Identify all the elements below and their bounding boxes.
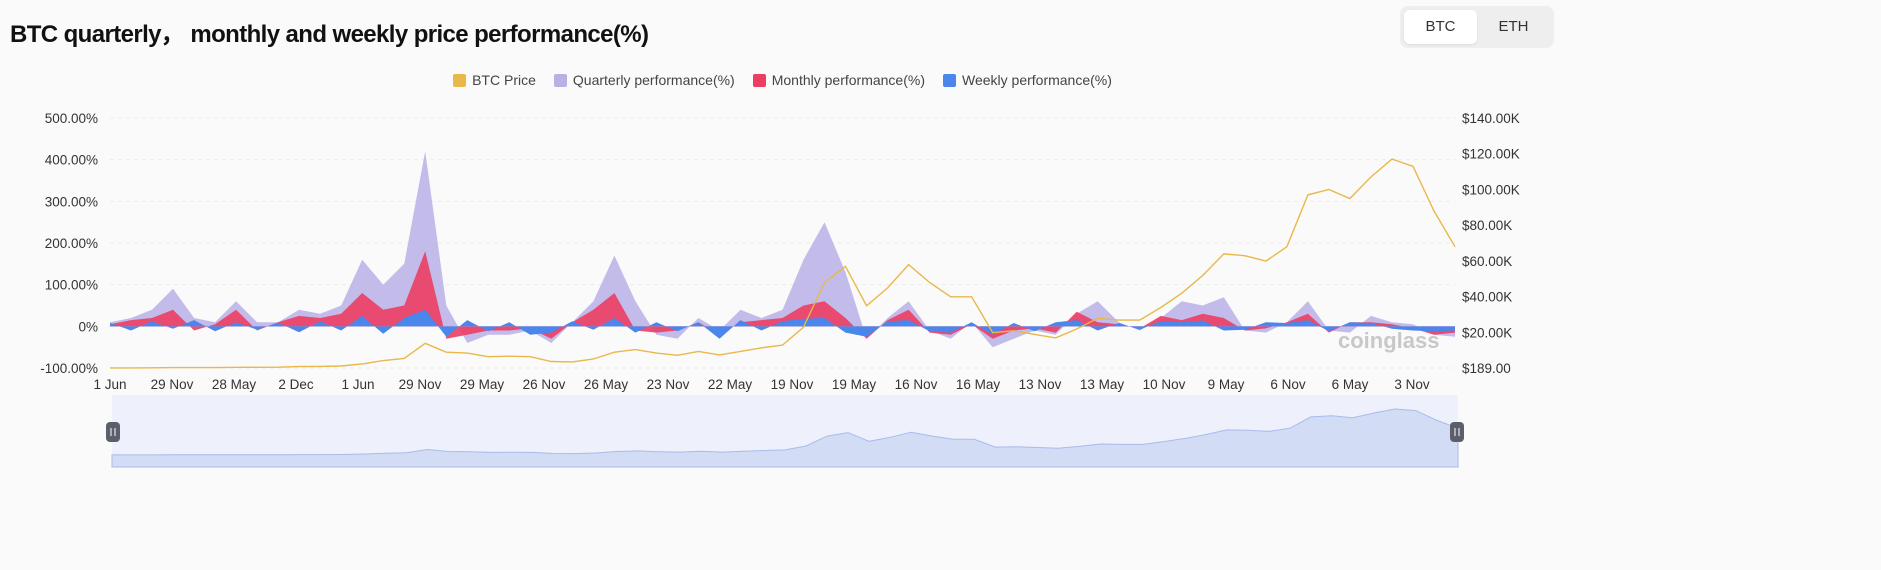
y-right-tick-label: $120.00K [1462, 147, 1520, 162]
navigator-right-handle[interactable] [1450, 422, 1464, 442]
x-tick-label: 22 May [708, 377, 753, 392]
legend-monthly[interactable]: Monthly performance(%) [752, 72, 925, 88]
x-tick-label: 23 Nov [647, 377, 690, 392]
x-tick-label: 29 Nov [399, 377, 442, 392]
page-title: BTC quarterly， monthly and weekly price … [10, 21, 649, 48]
toggle-btc[interactable]: BTC [1404, 10, 1477, 44]
legend-label: Weekly performance(%) [962, 72, 1112, 88]
x-tick-label: 6 May [1332, 377, 1369, 392]
y-left-tick-label: -100.00% [40, 361, 98, 376]
y-right-tick-label: $60.00K [1462, 254, 1512, 269]
legend-weekly[interactable]: Weekly performance(%) [943, 72, 1112, 88]
legend-swatch [553, 73, 567, 87]
x-tick-label: 26 Nov [523, 377, 566, 392]
x-tick-label: 1 Jun [341, 377, 374, 392]
legend-swatch [752, 73, 766, 87]
legend-label: BTC Price [472, 72, 536, 88]
chart-legend: BTC Price Quarterly performance(%) Month… [0, 72, 1565, 88]
y-left-tick-label: 100.00% [45, 278, 98, 293]
x-tick-label: 16 Nov [895, 377, 938, 392]
x-tick-label: 9 May [1208, 377, 1245, 392]
y-left-tick-label: 0% [78, 319, 98, 334]
x-tick-label: 28 May [212, 377, 257, 392]
x-tick-label: 2 Dec [278, 377, 314, 392]
x-tick-label: 26 May [584, 377, 629, 392]
navigator-left-handle[interactable] [106, 422, 120, 442]
x-tick-label: 1 Jun [93, 377, 126, 392]
x-tick-label: 29 Nov [151, 377, 194, 392]
y-left-tick-label: 200.00% [45, 236, 98, 251]
navigator-price-area [111, 408, 1459, 468]
y-left-tick-label: 400.00% [45, 153, 98, 168]
y-right-tick-label: $80.00K [1462, 218, 1512, 233]
legend-label: Monthly performance(%) [771, 72, 925, 88]
x-tick-label: 19 May [832, 377, 877, 392]
y-right-tick-label: $100.00K [1462, 182, 1520, 197]
btc-price-line [110, 158, 1456, 369]
x-tick-label: 3 Nov [1394, 377, 1430, 392]
weekly-area [110, 309, 1455, 339]
y-left-tick-label: 500.00% [45, 111, 98, 126]
legend-swatch [453, 73, 467, 87]
asset-toggle: BTC ETH [1400, 6, 1554, 48]
y-right-tick-label: $40.00K [1462, 290, 1512, 305]
y-right-tick-label: $20.00K [1462, 325, 1512, 340]
x-tick-label: 13 May [1080, 377, 1125, 392]
legend-quarterly[interactable]: Quarterly performance(%) [553, 72, 735, 88]
legend-swatch [943, 73, 956, 87]
y-right-tick-label: $140.00K [1462, 111, 1520, 126]
x-tick-label: 29 May [460, 377, 505, 392]
coinglass-watermark: coinglass [1338, 328, 1439, 353]
y-left-tick-label: 300.00% [45, 194, 98, 209]
y-right-tick-label: $189.00 [1462, 361, 1511, 376]
legend-label: Quarterly performance(%) [572, 72, 735, 88]
x-tick-label: 13 Nov [1019, 377, 1062, 392]
legend-btc-price[interactable]: BTC Price [453, 72, 536, 88]
x-tick-label: 6 Nov [1270, 377, 1306, 392]
toggle-eth[interactable]: ETH [1498, 18, 1529, 35]
x-tick-label: 19 Nov [771, 377, 814, 392]
x-tick-label: 16 May [956, 377, 1001, 392]
x-tick-label: 10 Nov [1143, 377, 1186, 392]
